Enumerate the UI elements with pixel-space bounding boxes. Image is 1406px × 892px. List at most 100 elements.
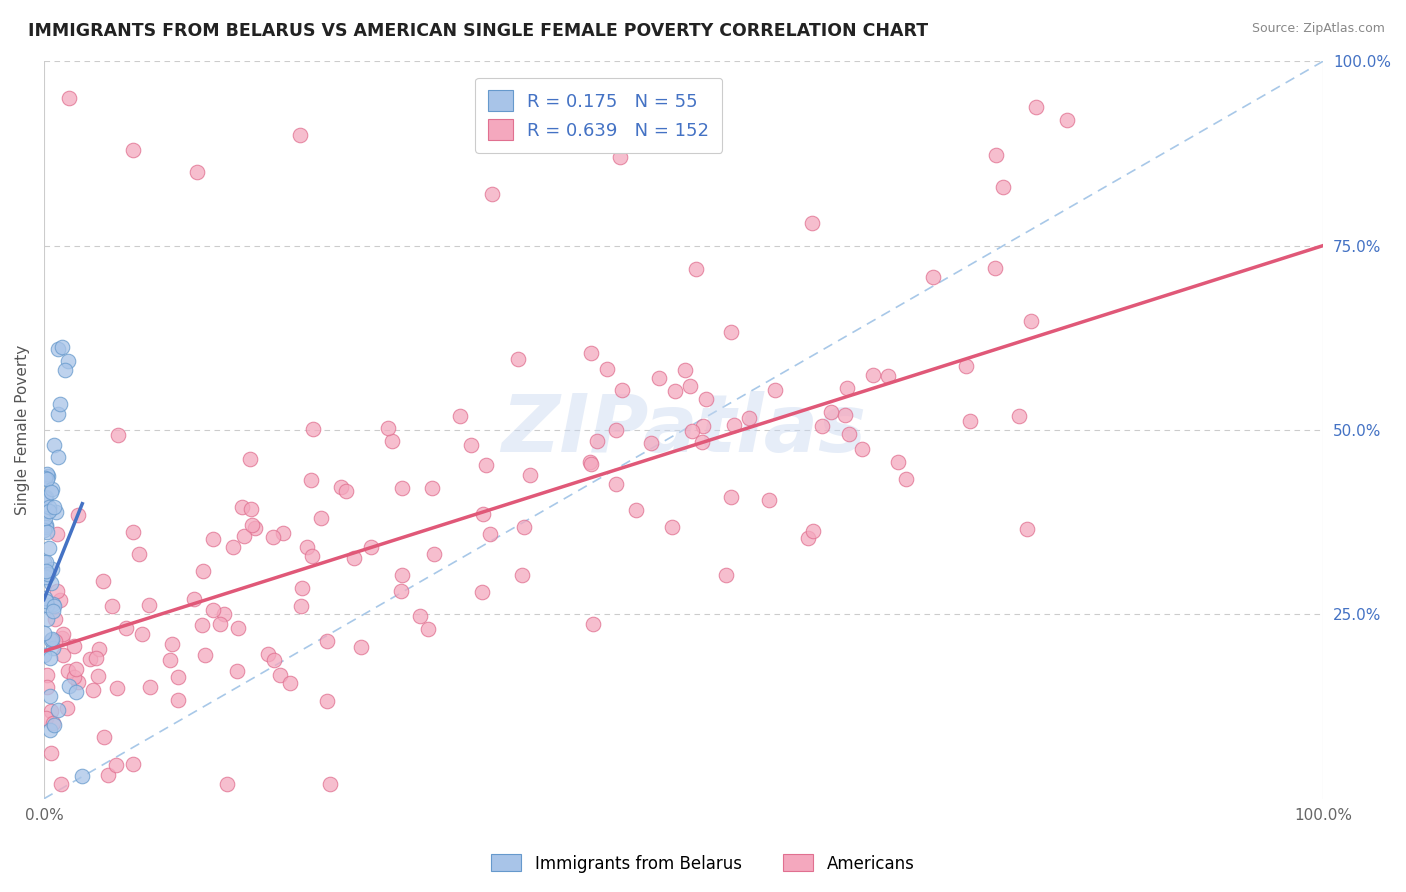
Point (42, 598, 65, 612)
Point (67, 508, 90, 522)
Point (39, 746, 62, 760)
Point (301, 473, 323, 487)
Point (797, 531, 820, 545)
Point (37, 567, 59, 582)
Point (801, 524, 824, 538)
Point (984, 260, 1007, 275)
Point (690, 434, 713, 449)
Point (959, 414, 981, 428)
Point (41, 632, 63, 647)
Point (34, 566, 56, 581)
Point (122, 525, 145, 540)
Point (35, 490, 58, 504)
Point (377, 421, 399, 435)
Point (34, 491, 56, 506)
Point (56, 700, 79, 714)
Point (34, 565, 56, 579)
Point (35, 680, 58, 694)
Point (295, 540, 318, 554)
Point (271, 526, 294, 541)
Point (32, 648, 55, 663)
Point (44, 599, 66, 614)
Point (381, 434, 404, 449)
Y-axis label: Single Female Poverty: Single Female Poverty (15, 345, 30, 515)
Point (115, 621, 138, 635)
Point (242, 517, 264, 532)
Point (301, 549, 323, 563)
Point (423, 547, 446, 561)
Point (162, 637, 184, 651)
Point (41, 640, 63, 655)
Point (39, 723, 62, 738)
Point (391, 481, 413, 495)
Point (202, 533, 225, 547)
Point (49, 593, 72, 607)
Point (582, 616, 605, 631)
Point (46, 703, 69, 717)
Point (91, 574, 114, 589)
Point (46, 527, 69, 541)
Point (34, 564, 56, 578)
Point (581, 346, 603, 360)
Point (35, 570, 58, 584)
Point (513, 520, 536, 534)
Point (420, 481, 443, 495)
Point (391, 584, 413, 599)
Point (84, 650, 107, 665)
Point (1021, 314, 1043, 328)
Point (39, 576, 62, 591)
Point (39, 704, 62, 718)
Point (1007, 409, 1029, 424)
Point (1056, 113, 1078, 128)
Point (226, 621, 249, 635)
Point (262, 530, 284, 544)
Point (922, 269, 945, 284)
Point (51, 631, 73, 645)
Point (290, 599, 312, 614)
Point (34, 511, 56, 525)
Point (32, 626, 55, 640)
Point (66, 675, 89, 690)
Point (32, 555, 55, 569)
Point (720, 490, 742, 504)
Point (39, 651, 62, 665)
Point (510, 567, 533, 582)
Point (35, 555, 58, 569)
Point (42, 604, 65, 618)
Point (38, 500, 60, 515)
Legend: R = 0.175   N = 55, R = 0.639   N = 152: R = 0.175 N = 55, R = 0.639 N = 152 (475, 78, 723, 153)
Point (93, 730, 115, 744)
Point (820, 404, 842, 418)
Point (58, 91, 80, 105)
Point (763, 384, 786, 398)
Point (56, 665, 79, 679)
Point (986, 148, 1008, 162)
Point (479, 526, 502, 541)
Point (877, 369, 900, 384)
Point (37, 472, 59, 486)
Point (579, 457, 602, 471)
Point (481, 186, 503, 201)
Point (45, 505, 67, 519)
Point (38, 504, 60, 518)
Point (42, 718, 65, 732)
Point (278, 676, 301, 690)
Point (335, 484, 357, 499)
Point (664, 384, 686, 398)
Point (222, 540, 245, 554)
Point (48, 450, 70, 464)
Point (100, 599, 122, 613)
Point (231, 500, 253, 514)
Point (1025, 100, 1047, 114)
Point (35, 612, 58, 626)
Point (291, 581, 314, 595)
Point (138, 598, 160, 612)
Point (52, 626, 75, 640)
Point (35, 520, 58, 534)
Point (315, 694, 337, 708)
Point (38, 541, 60, 555)
Point (183, 592, 205, 607)
Point (35, 524, 58, 539)
Point (44, 611, 66, 625)
Point (681, 424, 703, 438)
